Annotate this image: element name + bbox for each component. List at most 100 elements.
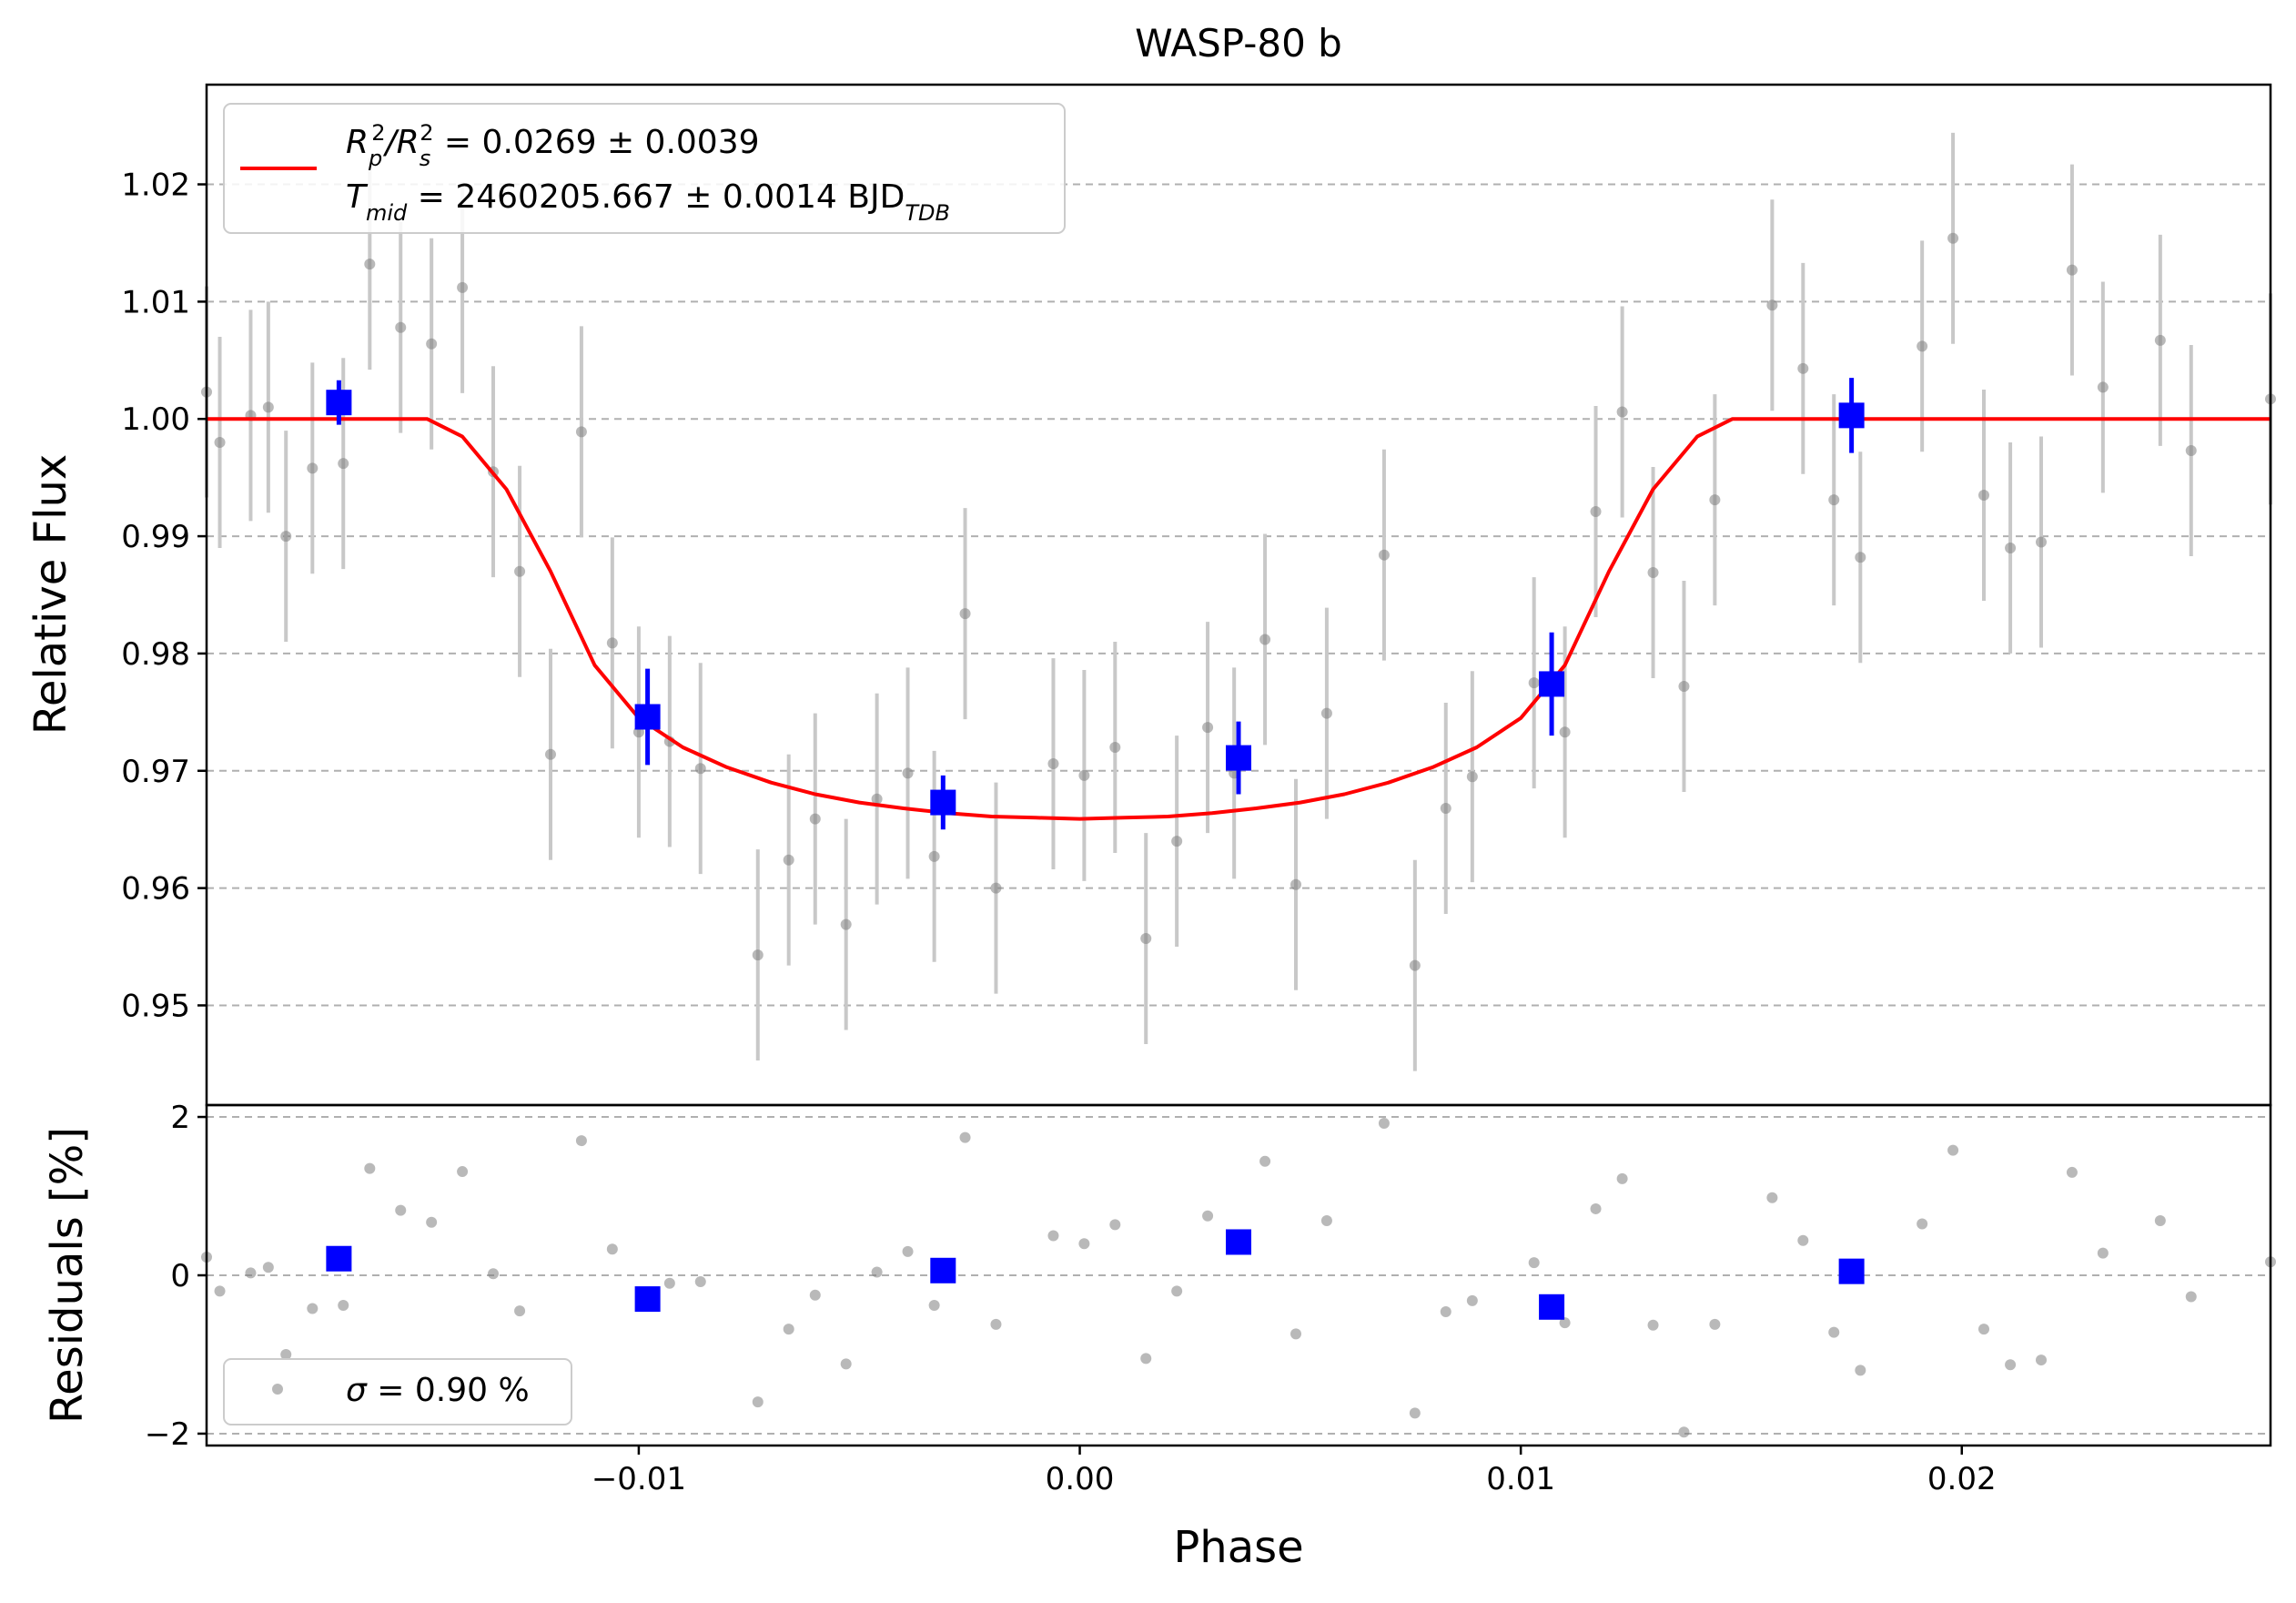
main-ytick-label: 1.01: [121, 284, 190, 320]
residual-point: [1528, 1257, 1540, 1269]
raw-point: [2097, 381, 2109, 393]
residual-point: [1855, 1365, 1866, 1376]
residual-point: [1797, 1234, 1809, 1246]
residual-ytick-label: −2: [145, 1416, 190, 1453]
raw-point: [307, 462, 319, 474]
main-ytick-label: 0.96: [121, 871, 190, 908]
legend-line1-sup2: 2: [420, 120, 433, 146]
residual-point: [902, 1245, 914, 1257]
residual-point: [1047, 1230, 1059, 1242]
residual-point: [488, 1268, 499, 1280]
residual-point: [694, 1275, 706, 1287]
residual-point: [2185, 1291, 2197, 1303]
residual-point: [1290, 1328, 1301, 1340]
raw-point: [1290, 878, 1301, 890]
raw-point: [1590, 506, 1602, 518]
raw-point: [2185, 445, 2197, 457]
residual-point: [1078, 1238, 1090, 1250]
raw-point: [280, 531, 292, 543]
legend-line1-main: R: [346, 124, 369, 161]
raw-point: [959, 608, 971, 620]
raw-point: [990, 882, 1002, 894]
raw-point: [514, 565, 526, 577]
residual-point: [245, 1267, 257, 1279]
chart-title: WASP-80 b: [1135, 21, 1342, 66]
residual-point: [1109, 1219, 1121, 1231]
raw-point: [1709, 494, 1721, 506]
residual-point: [2066, 1166, 2078, 1178]
residual-point: [1202, 1210, 1214, 1222]
main-binned: [326, 378, 1865, 830]
main-yticks: 0.95 0.96 0.97 0.98 0.99 1.00 1.01 1.02: [121, 167, 207, 1024]
residual-point: [871, 1266, 883, 1278]
raw-point: [395, 321, 407, 333]
residual-point: [395, 1204, 407, 1216]
binned-point: [326, 390, 352, 416]
residual-point: [1466, 1294, 1478, 1306]
raw-point: [1047, 758, 1059, 770]
residual-legend-box: [223, 1358, 572, 1425]
raw-point: [575, 426, 587, 438]
legend-line2-main: T: [346, 178, 369, 216]
raw-point: [1078, 769, 1090, 781]
main-ytick-label: 1.00: [121, 401, 190, 438]
residual-point: [990, 1318, 1002, 1330]
raw-point: [1978, 489, 1989, 501]
raw-point: [606, 637, 618, 649]
legend-residual-marker: [272, 1384, 283, 1395]
residual-point: [575, 1135, 587, 1147]
residual-xlabel: Phase: [1173, 1522, 1303, 1573]
raw-point: [2066, 264, 2078, 276]
residual-ytick-label: 2: [170, 1100, 190, 1136]
residual-point: [307, 1303, 319, 1314]
residual-point: [752, 1396, 764, 1408]
residual-point: [663, 1277, 675, 1289]
raw-point: [1917, 340, 1928, 352]
residual-point: [364, 1162, 376, 1174]
raw-point: [1440, 803, 1451, 815]
legend-sigma: σ = 0.90 %: [346, 1372, 530, 1409]
main-ytick-label: 0.97: [121, 754, 190, 790]
residual-point: [840, 1358, 852, 1370]
residual-point: [214, 1285, 226, 1297]
legend-sigma-rest: = 0.90 %: [367, 1372, 530, 1409]
binned-point: [1539, 671, 1565, 697]
residual-point: [280, 1348, 292, 1360]
residual-point: [2097, 1247, 2109, 1259]
raw-point: [1466, 771, 1478, 783]
raw-point: [545, 748, 556, 760]
residual-point: [606, 1243, 618, 1255]
residual-point: [1766, 1192, 1778, 1203]
residual-point: [1647, 1319, 1659, 1331]
raw-point: [1171, 836, 1183, 847]
residual-ytick-label: 0: [170, 1258, 190, 1294]
residual-point: [338, 1300, 349, 1312]
residual-point: [1590, 1202, 1602, 1214]
raw-point: [2005, 542, 2017, 553]
legend-line1-sub1: p: [368, 146, 382, 171]
residual-point: [2036, 1354, 2047, 1366]
residual-xtick-label: 0.01: [1486, 1461, 1555, 1497]
raw-point: [1320, 707, 1332, 719]
legend-line2-unit-sub: TDB: [905, 200, 950, 226]
raw-point: [694, 763, 706, 775]
raw-point: [1647, 567, 1659, 579]
legend-sigma-symbol: σ: [346, 1372, 368, 1409]
raw-point: [809, 813, 821, 825]
residual-xtick-label: 0.00: [1046, 1461, 1115, 1497]
residual-xticks: −0.01 0.00 0.01 0.02: [592, 1446, 1997, 1497]
raw-point: [1202, 722, 1214, 734]
residual-point: [457, 1166, 469, 1178]
raw-point: [262, 401, 274, 413]
residual-point: [2154, 1214, 2166, 1226]
binned-point: [930, 789, 956, 816]
raw-point: [338, 458, 349, 470]
residual-point: [959, 1131, 971, 1143]
legend-line1: Rp2/Rs2 = 0.0269 ± 0.0039: [346, 120, 760, 171]
main-ytick-label: 0.99: [121, 519, 190, 555]
residual-point: [1917, 1218, 1928, 1230]
residual-point: [1616, 1172, 1628, 1184]
raw-point: [1616, 406, 1628, 418]
